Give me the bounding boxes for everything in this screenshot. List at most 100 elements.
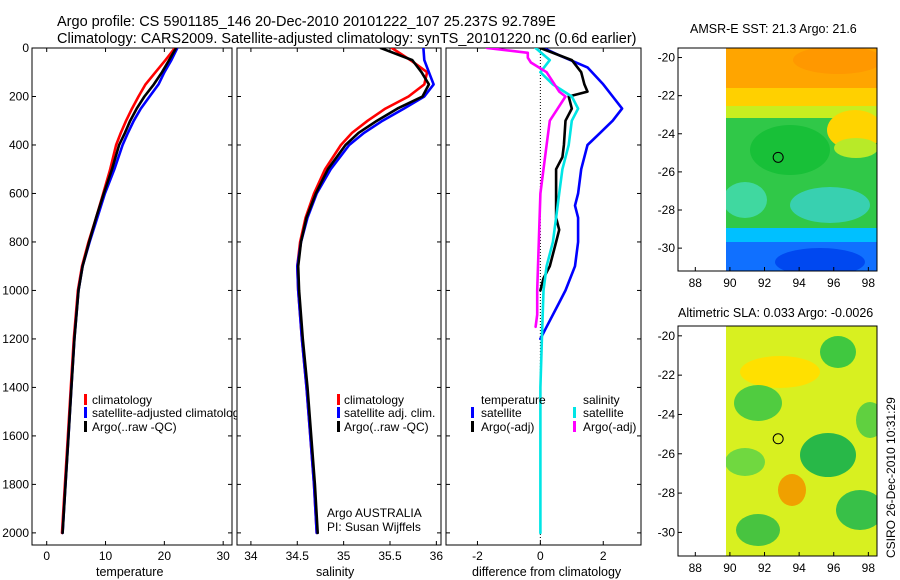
legend-swatch-sal-argo xyxy=(573,421,576,432)
legend-label-argo: Argo(..raw -QC) xyxy=(344,420,429,434)
sst-patch-cyan1 xyxy=(726,182,767,218)
legend-swatch-argo xyxy=(337,421,340,432)
x-tick-label: 34.5 xyxy=(286,549,310,563)
legend-label-argo: Argo(..raw -QC) xyxy=(92,420,177,434)
side-timestamp: CSIRO 26-Dec-2010 10:31:29 xyxy=(884,397,898,558)
x-tick-label: 35.5 xyxy=(378,549,402,563)
profile-line-salinity-satellite xyxy=(534,48,580,535)
depth-tick-label: 1800 xyxy=(2,477,29,491)
depth-tick-label: 1000 xyxy=(2,283,29,297)
legend-label-satellite-adj: satellite adj. clim. xyxy=(344,406,435,420)
lat-tick-label: -20 xyxy=(658,329,676,343)
lat-tick-label: -22 xyxy=(658,368,676,382)
temperature-axis-ticks: 0 10 20 30 xyxy=(32,47,232,563)
sst-patch-orange xyxy=(793,48,877,74)
legend-label-temp-argo: Argo(-adj) xyxy=(481,420,534,434)
temperature-legend: climatology satellite-adjusted climatolo… xyxy=(84,393,245,434)
depth-tick-label: 2000 xyxy=(2,526,29,540)
lat-tick-label: -24 xyxy=(658,407,676,421)
lon-tick-label: 90 xyxy=(723,561,737,575)
sst-field xyxy=(726,48,877,271)
depth-tick-label: 1400 xyxy=(2,380,29,394)
difference-xlabel: difference from climatology xyxy=(472,565,622,579)
legend-label-climatology: climatology xyxy=(344,393,404,407)
figure-title-line1: Argo profile: CS 5901185_146 20-Dec-2010… xyxy=(57,14,556,30)
legend-swatch-temp-satellite xyxy=(471,407,474,418)
salinity-xlabel: salinity xyxy=(316,565,355,579)
depth-tick-label: 1600 xyxy=(2,429,29,443)
lon-tick-label: 96 xyxy=(827,276,841,290)
salinity-legend: climatology satellite adj. clim. Argo(..… xyxy=(337,393,435,434)
sst-patch-cyan2 xyxy=(790,187,870,223)
difference-legend: temperature satellite Argo(-adj) salinit… xyxy=(471,393,636,434)
sst-map-panel: AMSR-E SST: 21.3 Argo: 21.6 88 90 92 94 96 98… xyxy=(658,22,878,290)
legend-label-climatology: climatology xyxy=(92,393,152,407)
argo-program-annotation: Argo AUSTRALIA xyxy=(327,506,422,520)
depth-tick-label: 800 xyxy=(9,235,29,249)
legend-swatch-temp-argo xyxy=(471,421,474,432)
lat-tick-label: -26 xyxy=(658,447,676,461)
lon-tick-label: 88 xyxy=(689,561,703,575)
x-tick-label: 20 xyxy=(158,549,172,563)
profile-line-temperature-satellite xyxy=(539,48,624,341)
x-tick-label: 10 xyxy=(99,549,113,563)
lat-tick-label: -26 xyxy=(658,165,676,179)
sst-patch-deepblue xyxy=(775,248,865,271)
temperature-profiles xyxy=(60,48,179,535)
legend-label-sal-satellite: satellite xyxy=(583,406,624,420)
sst-patch-lime xyxy=(834,138,877,158)
sla-patch-6 xyxy=(726,448,765,476)
sla-patch-9 xyxy=(736,514,780,546)
x-tick-label: 34 xyxy=(244,549,258,563)
sst-patch-green xyxy=(750,125,830,175)
lon-tick-label: 94 xyxy=(792,276,806,290)
sla-float-location-marker xyxy=(772,433,784,445)
sla-patch-3 xyxy=(734,385,782,421)
x-tick-label: 2 xyxy=(600,549,607,563)
temperature-panel: 0 200 400 600 800 1000 1200 1400 1600 1800 2000 0 1… xyxy=(2,41,245,579)
legend-label-satellite-adjusted: satellite-adjusted climatology xyxy=(92,406,245,420)
profile-line-argo-raw-qc xyxy=(296,48,431,535)
lat-tick-label: -28 xyxy=(658,486,676,500)
depth-tick-label: 200 xyxy=(9,89,29,103)
salinity-axis-ticks: 34 34.5 35 35.5 36 xyxy=(237,47,444,563)
legend-swatch-climatology xyxy=(337,394,340,405)
profile-line-argo-raw-qc xyxy=(61,48,178,535)
difference-profiles xyxy=(485,48,624,535)
legend-swatch-satellite xyxy=(84,407,87,418)
lon-tick-label: 90 xyxy=(723,276,737,290)
lon-tick-label: 88 xyxy=(689,276,703,290)
legend-swatch-satellite xyxy=(337,407,340,418)
legend-label-temp-satellite: satellite xyxy=(481,406,522,420)
sla-patch-2 xyxy=(820,336,856,368)
difference-axis-ticks: -2 0 2 xyxy=(446,47,641,563)
sla-map-ticks: 88 90 92 94 96 98 -20 -22 -24 -26 -28 -30 xyxy=(658,329,876,575)
x-tick-label: 0 xyxy=(43,549,50,563)
legend-title-salinity: salinity xyxy=(583,393,620,407)
depth-axis-ticks: 0 200 400 600 800 1000 1200 1400 1600 1800 2000 xyxy=(2,41,29,540)
lat-tick-label: -22 xyxy=(658,89,676,103)
sla-map-title: Altimetric SLA: 0.033 Argo: -0.0026 xyxy=(678,306,873,320)
legend-swatch-argo xyxy=(84,421,87,432)
sla-map-panel: Altimetric SLA: 0.033 Argo: -0.0026 88 90… xyxy=(658,306,878,575)
sla-patch-5 xyxy=(800,433,856,477)
depth-tick-label: 0 xyxy=(22,41,29,55)
pi-annotation: PI: Susan Wijffels xyxy=(327,520,421,534)
sla-map-frame xyxy=(677,325,878,557)
lon-tick-label: 98 xyxy=(862,561,876,575)
lon-tick-label: 92 xyxy=(758,561,772,575)
difference-panel: -2 0 2 difference from climatology tempera… xyxy=(445,47,642,579)
lon-tick-label: 96 xyxy=(827,561,841,575)
sst-band-yellow xyxy=(726,88,877,110)
sla-patch-1 xyxy=(740,356,820,388)
x-tick-label: 36 xyxy=(430,549,444,563)
lat-tick-label: -20 xyxy=(658,51,676,65)
x-tick-label: -2 xyxy=(472,549,483,563)
legend-title-temperature: temperature xyxy=(481,393,546,407)
x-tick-label: 0 xyxy=(537,549,544,563)
salinity-panel: 34 34.5 35 35.5 36 salinity climatology sate… xyxy=(236,47,444,579)
sst-map-title: AMSR-E SST: 21.3 Argo: 21.6 xyxy=(690,22,857,36)
depth-tick-label: 400 xyxy=(9,138,29,152)
profile-line-salinity-argo-adj xyxy=(485,48,567,329)
sst-map-frame xyxy=(677,47,878,272)
